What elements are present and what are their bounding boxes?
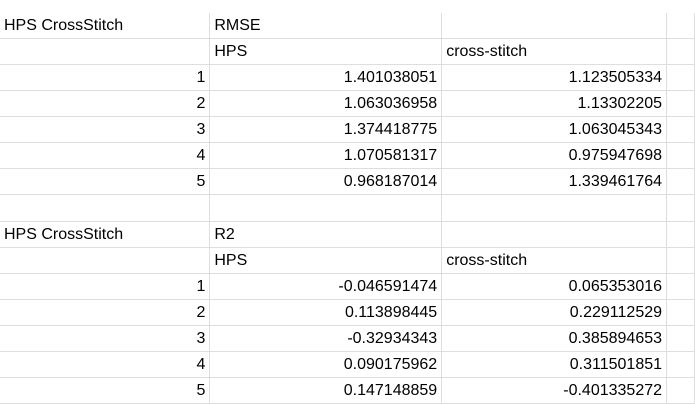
sheet-row-blank <box>0 194 695 222</box>
cell-hps-value[interactable]: 1.070581317 <box>209 142 443 169</box>
table-row: 4 1.070581317 0.975947698 <box>0 142 695 169</box>
cell-cross-stitch-value[interactable]: 0.385894653 <box>441 325 668 352</box>
cell-empty[interactable] <box>209 194 443 222</box>
cell-index[interactable]: 1 <box>0 273 211 300</box>
cell-hps-value[interactable]: 0.147148859 <box>209 377 443 404</box>
cell-hps-value[interactable]: 1.063036958 <box>209 90 443 117</box>
cell-cross-stitch-value[interactable]: 0.065353016 <box>441 273 668 300</box>
cell-empty[interactable] <box>666 273 695 300</box>
table-row: 3 1.374418775 1.063045343 <box>0 116 695 143</box>
cell-cross-stitch-value[interactable]: 0.311501851 <box>441 351 668 378</box>
cell-cross-stitch-value[interactable]: -0.401335272 <box>441 377 668 404</box>
cell-empty[interactable] <box>666 325 695 352</box>
cell-empty[interactable] <box>666 38 695 65</box>
table-row: 2 1.063036958 1.13302205 <box>0 90 695 117</box>
cell-hps-value[interactable]: -0.32934343 <box>209 325 443 352</box>
cell-empty[interactable] <box>666 142 695 169</box>
table-row: 1 -0.046591474 0.065353016 <box>0 273 695 300</box>
table-row: 1 1.401038051 1.123505334 <box>0 64 695 91</box>
cell-empty[interactable] <box>666 377 695 404</box>
cell-grid: HPS CrossStitch RMSE HPS cross-stitch 1 … <box>0 13 695 404</box>
cell-hps-value[interactable]: 0.090175962 <box>209 351 443 378</box>
cell-index[interactable]: 1 <box>0 64 211 91</box>
cell-header-cross-stitch[interactable]: cross-stitch <box>441 247 668 274</box>
cell-metric-label[interactable]: R2 <box>209 221 443 248</box>
cell-empty[interactable] <box>441 221 668 248</box>
cell-cross-stitch-value[interactable]: 1.063045343 <box>441 116 668 143</box>
cell-hps-value[interactable]: 1.401038051 <box>209 64 443 91</box>
cell-empty[interactable] <box>666 194 695 222</box>
cell-empty[interactable] <box>666 247 695 274</box>
sheet-row: HPS cross-stitch <box>0 38 695 65</box>
cell-index[interactable]: 5 <box>0 377 211 404</box>
cell-hps-value[interactable]: 0.968187014 <box>209 168 443 195</box>
cell-cross-stitch-value[interactable]: 1.339461764 <box>441 168 668 195</box>
cell-empty[interactable] <box>0 38 211 65</box>
cell-index[interactable]: 4 <box>0 351 211 378</box>
cell-cross-stitch-value[interactable]: 1.123505334 <box>441 64 668 91</box>
cell-index[interactable]: 3 <box>0 116 211 143</box>
table-row: 2 0.113898445 0.229112529 <box>0 299 695 326</box>
table-row: 5 0.147148859 -0.401335272 <box>0 377 695 404</box>
cell-empty[interactable] <box>441 194 668 222</box>
cell-metric-label[interactable]: RMSE <box>209 13 443 39</box>
cell-index[interactable]: 5 <box>0 168 211 195</box>
cell-empty[interactable] <box>666 116 695 143</box>
sheet-row: HPS cross-stitch <box>0 247 695 274</box>
cell-cross-stitch-value[interactable]: 1.13302205 <box>441 90 668 117</box>
cell-header-hps[interactable]: HPS <box>209 247 443 274</box>
sheet-row: HPS CrossStitch RMSE <box>0 13 695 39</box>
cell-empty[interactable] <box>666 90 695 117</box>
cell-empty[interactable] <box>666 168 695 195</box>
cell-header-cross-stitch[interactable]: cross-stitch <box>441 38 668 65</box>
cell-cross-stitch-value[interactable]: 0.229112529 <box>441 299 668 326</box>
cell-hps-value[interactable]: -0.046591474 <box>209 273 443 300</box>
cell-empty[interactable] <box>441 13 668 39</box>
cell-index[interactable]: 2 <box>0 90 211 117</box>
cell-empty[interactable] <box>0 247 211 274</box>
sheet-row: HPS CrossStitch R2 <box>0 221 695 248</box>
cell-hps-value[interactable]: 0.113898445 <box>209 299 443 326</box>
cell-empty[interactable] <box>666 299 695 326</box>
table-row: 5 0.968187014 1.339461764 <box>0 168 695 195</box>
cell-section-label[interactable]: HPS CrossStitch <box>0 221 211 248</box>
table-row: 3 -0.32934343 0.385894653 <box>0 325 695 352</box>
cell-empty[interactable] <box>0 194 211 222</box>
table-row: 4 0.090175962 0.311501851 <box>0 351 695 378</box>
cell-empty[interactable] <box>666 221 695 248</box>
cell-empty[interactable] <box>666 351 695 378</box>
cell-empty[interactable] <box>666 13 695 39</box>
cell-index[interactable]: 2 <box>0 299 211 326</box>
cell-index[interactable]: 4 <box>0 142 211 169</box>
cell-hps-value[interactable]: 1.374418775 <box>209 116 443 143</box>
cell-empty[interactable] <box>666 64 695 91</box>
cell-section-label[interactable]: HPS CrossStitch <box>0 13 211 39</box>
cell-index[interactable]: 3 <box>0 325 211 352</box>
cell-cross-stitch-value[interactable]: 0.975947698 <box>441 142 668 169</box>
cell-header-hps[interactable]: HPS <box>209 38 443 65</box>
